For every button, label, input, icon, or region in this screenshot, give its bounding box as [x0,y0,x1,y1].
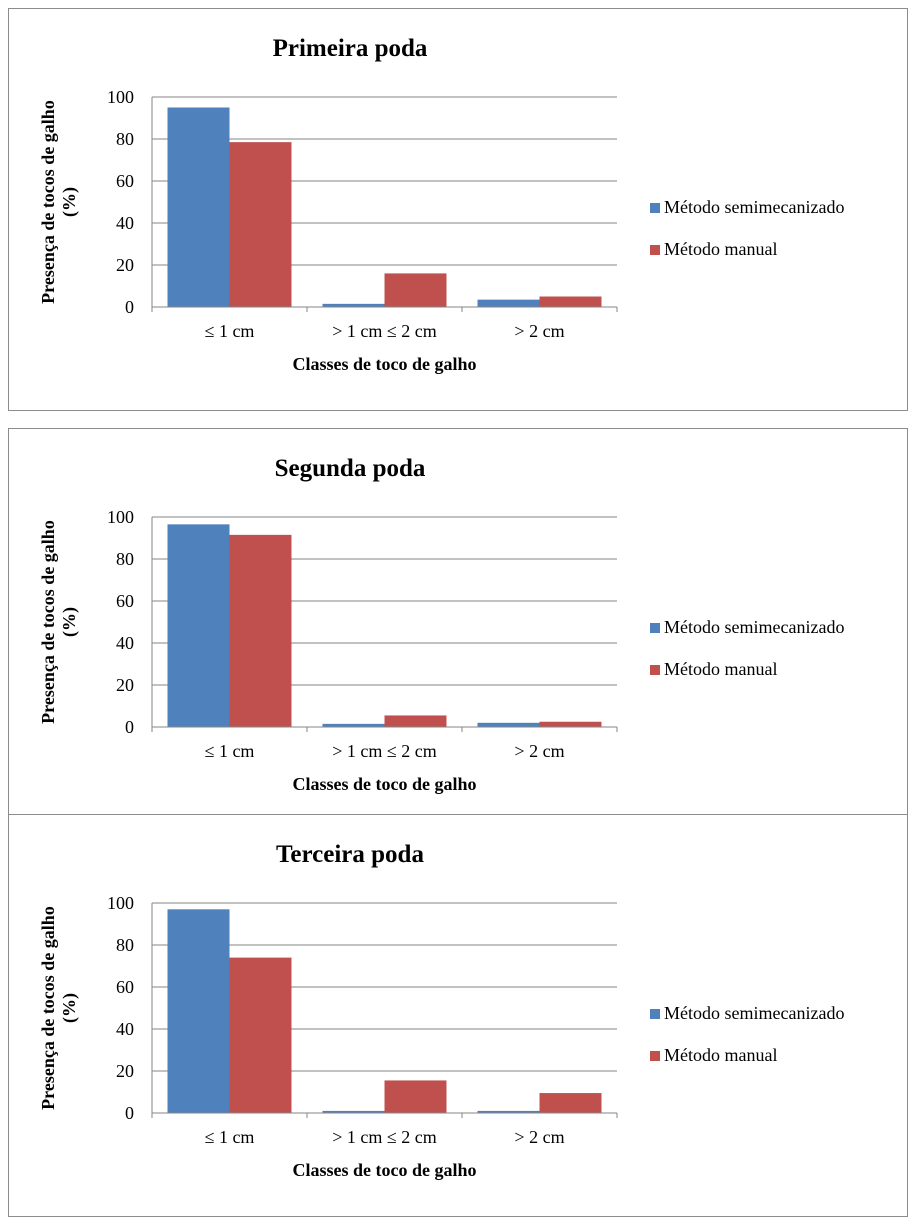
bar-series-2 [385,273,447,307]
y-axis-title-unit: (%) [59,993,80,1023]
y-tick-label: 80 [116,935,134,955]
bar-series-2 [385,1080,447,1113]
bar-chart-2: Segunda poda 0 20 40 60 80 100 ≤ 1 cm > 1 cm ≤ 2… [9,429,907,830]
bar-series-2 [540,1093,602,1113]
y-axis-title: Presença de tocos de galho [38,906,58,1110]
bar-series-1 [168,909,230,1113]
y-tick-label: 60 [116,171,134,191]
y-tick-label: 0 [125,297,134,317]
bar-series-2 [540,722,602,727]
x-category-label: ≤ 1 cm [205,741,255,761]
bar-series-1 [478,300,540,307]
x-category-label: ≤ 1 cm [205,1127,255,1147]
bar-series-2 [230,958,292,1113]
y-tick-label: 20 [116,675,134,695]
y-tick-label: 40 [116,213,134,233]
bar-chart-3: Terceira poda 0 20 40 60 80 100 ≤ 1 cm > 1 cm ≤ … [9,815,907,1216]
y-tick-label: 20 [116,1061,134,1081]
chart-panel-3: Terceira poda 0 20 40 60 80 100 ≤ 1 cm > 1 cm ≤ … [8,814,908,1217]
y-tick-label: 0 [125,1103,134,1123]
x-axis-title: Classes de toco de galho [293,354,477,374]
legend-swatch-1 [650,203,660,213]
x-category-label: ≤ 1 cm [205,321,255,341]
bar-series-2 [230,535,292,727]
legend-label-2: Método manual [664,239,777,259]
x-category-label: > 1 cm ≤ 2 cm [332,321,437,341]
y-tick-label: 60 [116,977,134,997]
y-tick-label: 20 [116,255,134,275]
chart-title: Segunda poda [275,455,426,482]
x-category-label: > 2 cm [514,321,564,341]
x-category-label: > 2 cm [514,741,564,761]
y-tick-label: 60 [116,591,134,611]
bar-chart-1: Primeira poda 0 20 40 60 80 100 ≤ 1 cm > 1 cm ≤ … [9,9,907,410]
chart-panel-1: Primeira poda 0 20 40 60 80 100 ≤ 1 cm > 1 cm ≤ … [8,8,908,411]
y-tick-label: 100 [107,507,134,527]
legend-swatch-2 [650,665,660,675]
bar-series-2 [540,297,602,308]
chart-title: Terceira poda [276,841,424,868]
x-category-label: > 2 cm [514,1127,564,1147]
bar-series-2 [385,715,447,727]
bar-series-1 [168,108,230,308]
y-tick-label: 0 [125,717,134,737]
legend-swatch-2 [650,1051,660,1061]
legend-label-2: Método manual [664,1045,777,1065]
x-category-label: > 1 cm ≤ 2 cm [332,741,437,761]
y-tick-label: 40 [116,633,134,653]
x-axis-title: Classes de toco de galho [293,774,477,794]
y-tick-label: 80 [116,549,134,569]
bar-series-1 [168,524,230,727]
x-axis-title: Classes de toco de galho [293,1160,477,1180]
legend-label-1: Método semimecanizado [664,197,844,217]
legend-label-2: Método manual [664,659,777,679]
y-axis-title-unit: (%) [59,187,80,217]
chart-panel-2: Segunda poda 0 20 40 60 80 100 ≤ 1 cm > 1 cm ≤ 2… [8,428,908,831]
legend-swatch-2 [650,245,660,255]
y-axis-title: Presença de tocos de galho [38,100,58,304]
y-tick-label: 100 [107,87,134,107]
chart-title: Primeira poda [273,35,428,62]
y-axis-title: Presença de tocos de galho [38,520,58,724]
legend-label-1: Método semimecanizado [664,1003,844,1023]
x-category-label: > 1 cm ≤ 2 cm [332,1127,437,1147]
bar-series-2 [230,142,292,307]
y-tick-label: 40 [116,1019,134,1039]
bar-series-1 [478,723,540,727]
y-axis-title-unit: (%) [59,607,80,637]
y-tick-label: 100 [107,893,134,913]
legend-label-1: Método semimecanizado [664,617,844,637]
y-tick-label: 80 [116,129,134,149]
legend-swatch-1 [650,623,660,633]
legend-swatch-1 [650,1009,660,1019]
